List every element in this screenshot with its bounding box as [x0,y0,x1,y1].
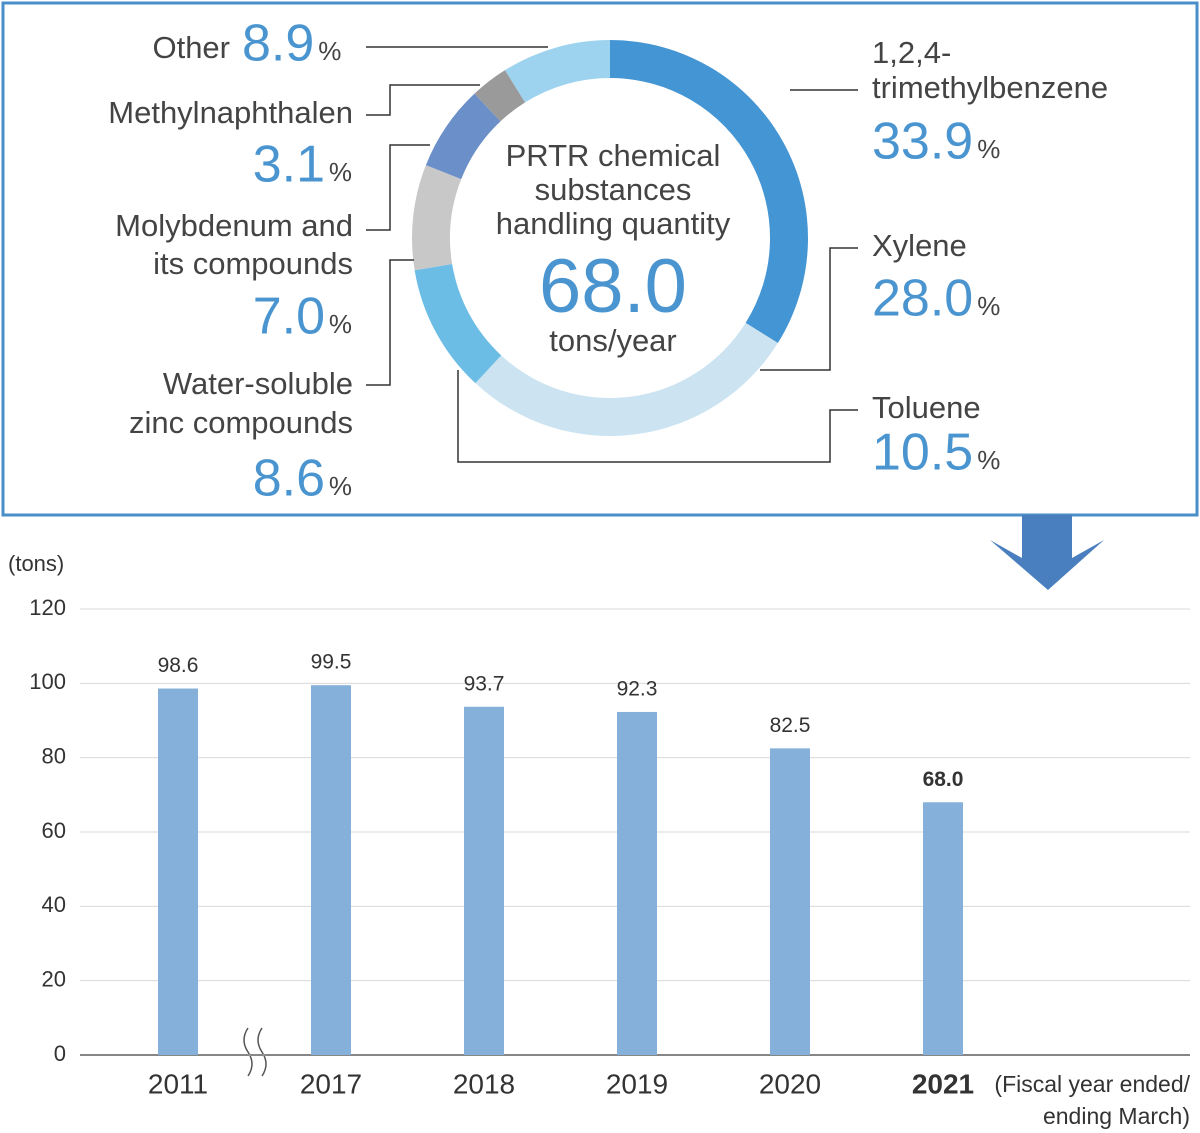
segment-label: Toluene [872,390,981,425]
donut-segment [414,264,502,384]
x-axis-label: ending March) [1043,1103,1190,1129]
segment-label: Water-soluble [163,366,353,401]
x-tick-label: 2020 [759,1068,821,1099]
x-tick-label: 2011 [148,1068,208,1099]
segment-value: 28.0 [872,270,973,328]
segment-label: Other [152,30,230,65]
bar [464,706,504,1055]
y-tick-label: 100 [29,669,66,694]
bar-value-label: 93.7 [464,672,505,695]
percent-sign: % [977,134,1000,164]
bar-value-label: 68.0 [923,768,964,791]
percent-sign: % [329,471,352,501]
axis-break [243,1027,267,1077]
donut-segment [412,165,462,271]
donut-segment [425,93,501,180]
bar-value-label: 98.6 [158,654,199,677]
segment-label: 1,2,4- [872,35,951,70]
segment-value: 3.1 [253,136,325,194]
bar [158,688,198,1055]
percent-sign: % [977,291,1000,321]
bar [617,711,657,1055]
segment-label: trimethylbenzene [872,70,1108,105]
y-tick-label: 0 [54,1041,66,1066]
donut-segment [610,40,808,344]
leader-line [760,247,858,371]
center-unit: tons/year [549,323,677,358]
down-arrow [990,515,1104,590]
center-title: handling quantity [496,206,731,241]
bar [770,748,810,1055]
segment-value: 10.5 [872,424,973,482]
x-tick-label: 2019 [606,1068,668,1099]
bar [923,802,963,1055]
x-tick-label: 2017 [300,1068,362,1099]
segment-value: 33.9 [872,113,973,171]
bar-value-label: 92.3 [617,677,658,700]
frame [1,1,1199,517]
donut-segment [475,322,778,437]
segment-value: 8.9 [242,15,314,73]
leader-line [366,84,480,116]
y-axis-label: (tons) [8,551,64,576]
y-tick-label: 80 [42,743,66,768]
bar [311,685,351,1055]
center-title: substances [535,172,692,207]
bar-value-label: 82.5 [770,714,811,737]
segment-value: 7.0 [253,288,325,346]
x-tick-label: 2021 [912,1068,974,1099]
segment-label: Xylene [872,228,967,263]
percent-sign: % [977,445,1000,475]
leader-line [366,259,414,386]
percent-sign: % [329,309,352,339]
percent-sign: % [329,157,352,187]
x-tick-label: 2018 [453,1068,515,1099]
segment-label: its compounds [153,246,353,281]
leader-line [366,144,430,231]
center-title: PRTR chemical [506,138,721,173]
percent-sign: % [318,36,341,66]
segment-label: Molybdenum and [115,208,353,243]
leader-line [457,370,858,463]
segment-value: 8.6 [253,450,325,508]
x-axis-label: (Fiscal year ended/ [994,1071,1190,1097]
y-tick-label: 40 [42,892,66,917]
donut-segment [504,40,610,103]
segment-label: zinc compounds [129,405,353,440]
y-tick-label: 60 [42,818,66,843]
center-total: 68.0 [539,244,687,329]
y-tick-label: 20 [42,966,66,991]
segment-label: Methylnaphthalen [108,95,353,130]
donut-segment [474,70,526,122]
y-tick-label: 120 [29,595,66,620]
bar-value-label: 99.5 [311,651,352,674]
